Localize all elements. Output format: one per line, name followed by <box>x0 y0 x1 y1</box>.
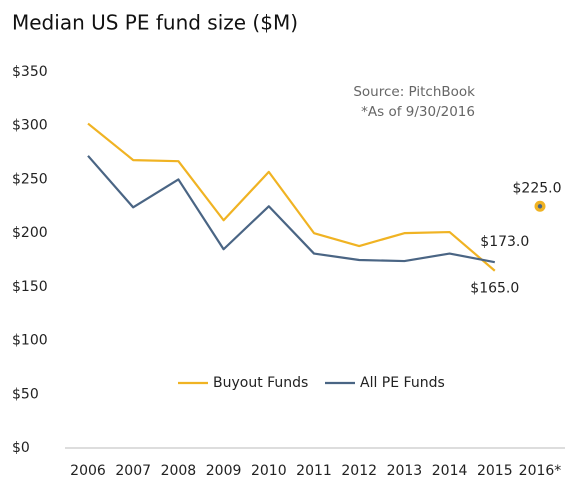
series-line <box>87 122 496 272</box>
x-tick-label: 2012 <box>341 463 377 479</box>
data-label: $165.0 <box>470 281 519 297</box>
x-tick-label: 2013 <box>387 463 423 479</box>
y-tick-label: $300 <box>12 118 48 134</box>
y-tick-label: $150 <box>12 279 48 295</box>
highlight-label: $225.0 <box>513 180 562 196</box>
y-tick-label: $50 <box>12 386 39 402</box>
y-tick-label: $250 <box>12 171 48 187</box>
legend-label: All PE Funds <box>360 375 445 391</box>
y-tick-label: $350 <box>12 64 48 80</box>
x-tick-label: 2008 <box>161 463 197 479</box>
series-line <box>87 155 496 264</box>
data-label: $173.0 <box>480 234 529 250</box>
x-tick-label: 2010 <box>251 463 287 479</box>
x-tick-label: 2015 <box>477 463 513 479</box>
chart-title: Median US PE fund size ($M) <box>12 11 298 35</box>
x-tick-label: 2006 <box>70 463 106 479</box>
date-note: *As of 9/30/2016 <box>361 104 475 120</box>
x-tick-label: 2007 <box>115 463 151 479</box>
x-tick-label: 2011 <box>296 463 332 479</box>
legend-label: Buyout Funds <box>213 375 308 391</box>
x-tick-label: 2014 <box>432 463 468 479</box>
source-note: Source: PitchBook <box>353 84 475 100</box>
x-tick-label: 2009 <box>206 463 242 479</box>
highlight-center <box>537 204 543 209</box>
x-tick-label: 2016* <box>519 463 562 479</box>
y-tick-label: $100 <box>12 333 48 349</box>
y-tick-label: $200 <box>12 225 48 241</box>
y-tick-label: $0 <box>12 440 30 456</box>
